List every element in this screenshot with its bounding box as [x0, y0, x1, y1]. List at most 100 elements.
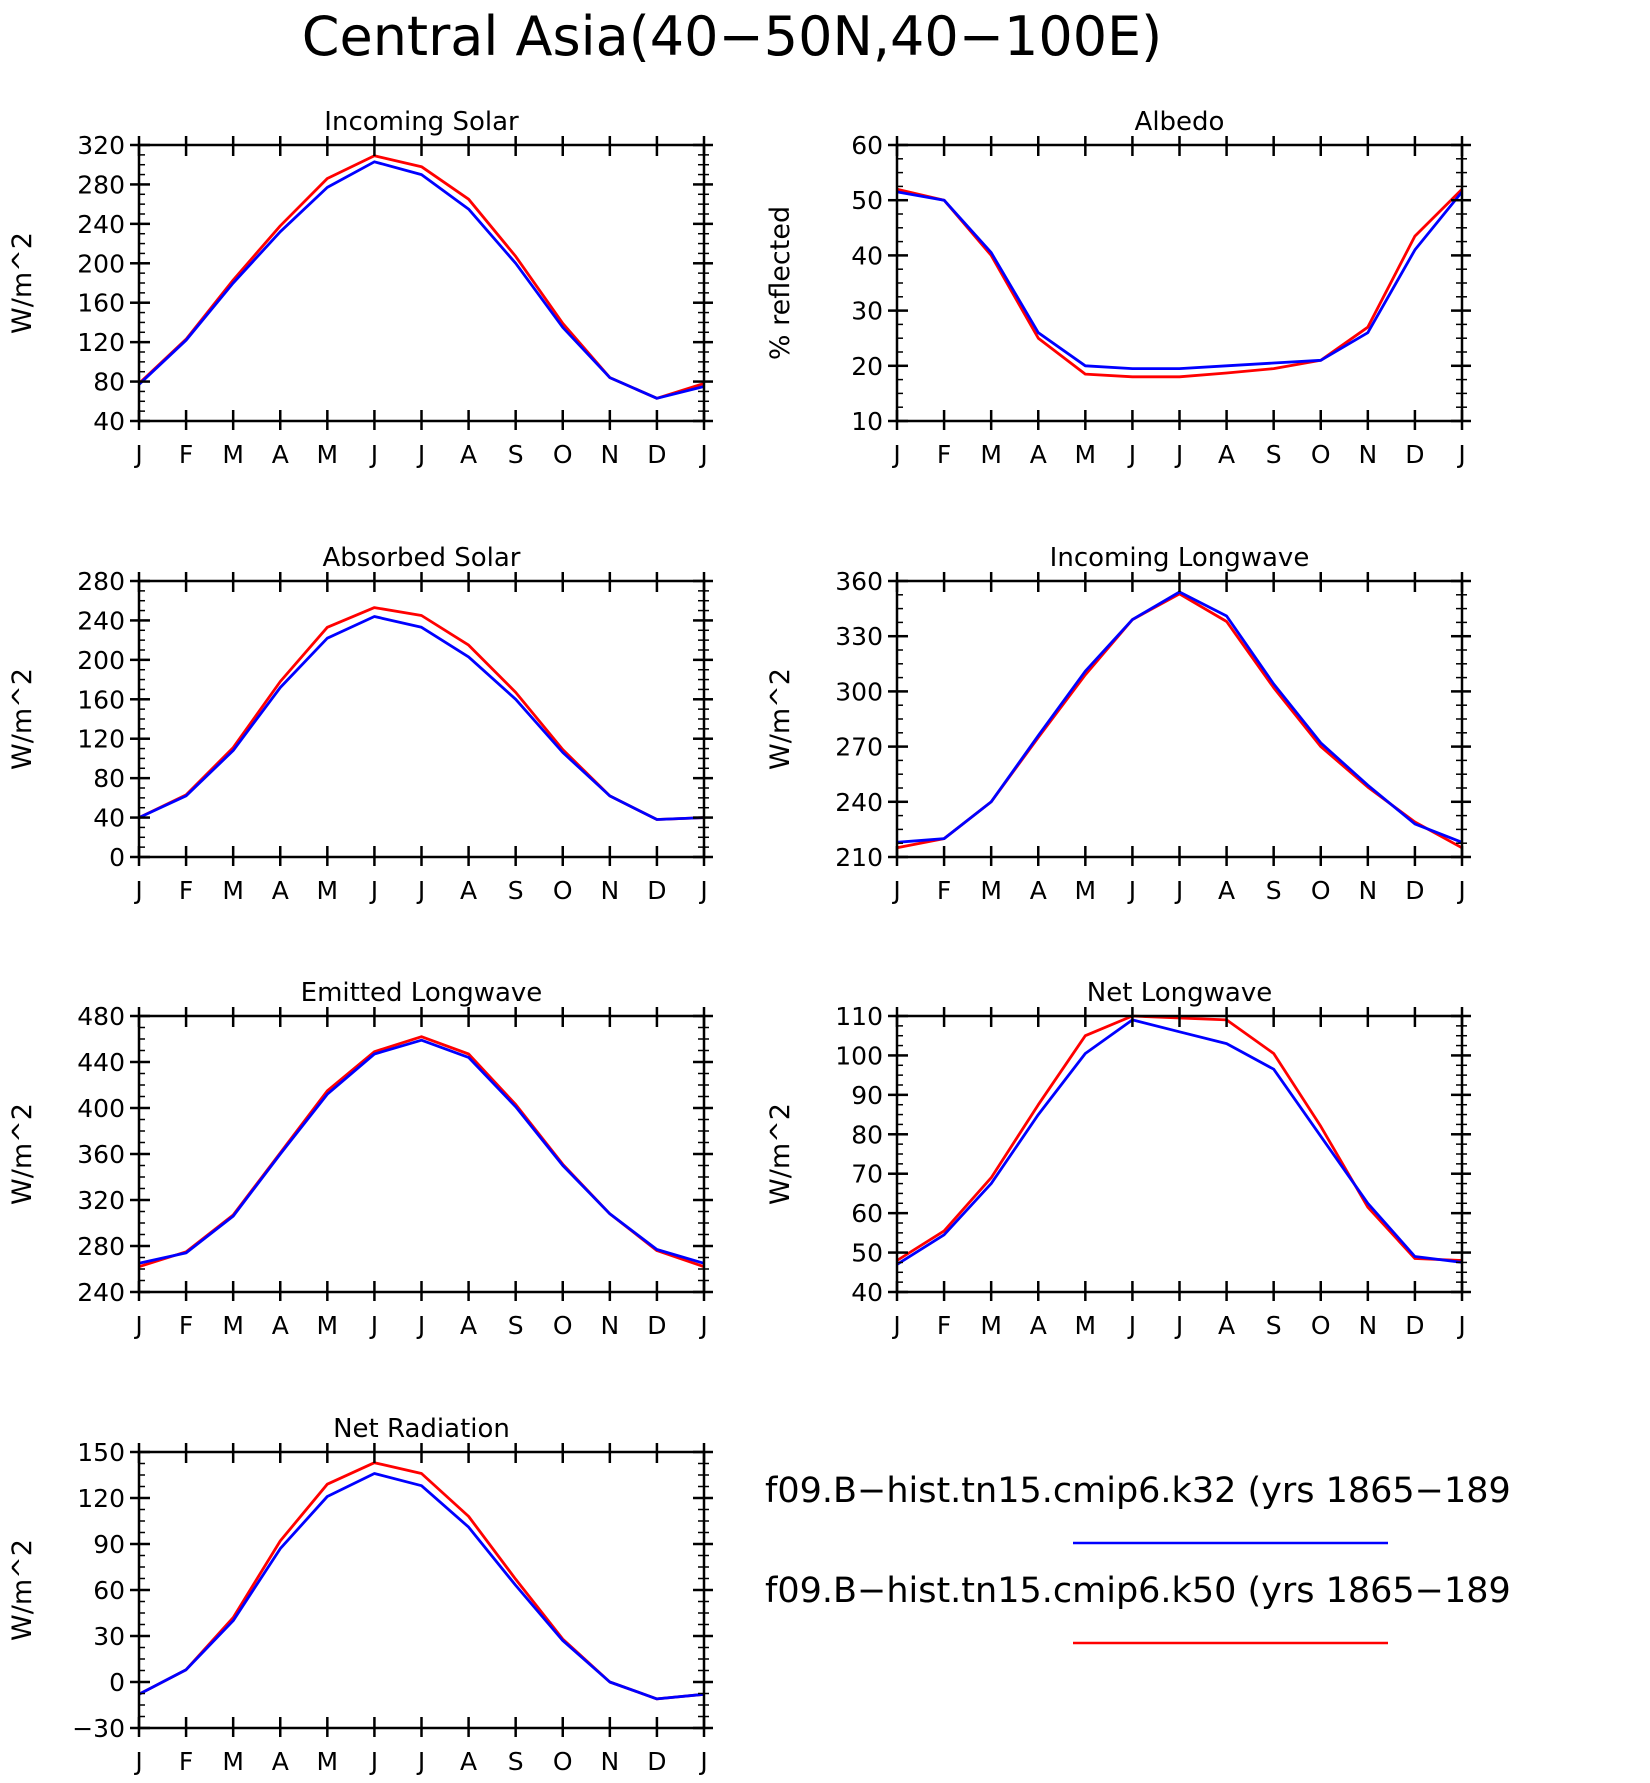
- y-tick-label: 360: [77, 1140, 125, 1169]
- y-axis-label: W/m^2: [7, 1103, 38, 1205]
- y-axis-label: W/m^2: [765, 668, 796, 770]
- panel-title: Net Radiation: [333, 1414, 510, 1444]
- x-tick-label: J: [133, 1311, 142, 1340]
- series-line-k32: [138, 160, 705, 400]
- series-line-k32: [896, 1018, 1463, 1266]
- x-tick-label: D: [1405, 440, 1424, 469]
- x-tick-label: M: [1075, 1311, 1097, 1340]
- x-tick-label: S: [508, 1311, 524, 1340]
- x-tick-label: J: [698, 1747, 707, 1776]
- x-tick-label: J: [1127, 876, 1136, 905]
- x-tick-label: A: [460, 1311, 477, 1340]
- y-tick-label: 240: [77, 1278, 125, 1307]
- panel-title: Net Longwave: [1087, 978, 1272, 1008]
- x-tick-label: F: [937, 1311, 951, 1340]
- x-tick-label: N: [600, 440, 619, 469]
- x-tick-label: M: [317, 440, 339, 469]
- figure-title: Central Asia(40−50N,40−100E): [302, 5, 1162, 68]
- y-tick-label: 70: [851, 1160, 883, 1189]
- y-tick-label: 110: [835, 1002, 883, 1031]
- y-tick-label: 60: [851, 131, 883, 160]
- y-tick-label: 50: [851, 1239, 883, 1268]
- x-tick-label: N: [600, 1311, 619, 1340]
- y-tick-label: 240: [835, 788, 883, 817]
- y-axis-label: W/m^2: [765, 1103, 796, 1205]
- y-tick-label: 330: [835, 622, 883, 651]
- plot-frame: [895, 579, 1464, 859]
- y-tick-label: 280: [77, 170, 125, 199]
- x-tick-label: F: [937, 440, 951, 469]
- x-tick-label: M: [980, 876, 1002, 905]
- x-tick-label: O: [553, 1747, 573, 1776]
- y-tick-label: 10: [851, 407, 883, 436]
- x-tick-label: O: [1311, 440, 1331, 469]
- series-line-k32: [138, 615, 705, 821]
- plot-frame: [137, 579, 706, 859]
- x-tick-label: M: [317, 876, 339, 905]
- x-tick-label: A: [1030, 876, 1047, 905]
- y-axis-label: W/m^2: [7, 1539, 38, 1641]
- series-line-k50: [138, 1035, 705, 1269]
- x-tick-label: O: [1311, 876, 1331, 905]
- x-tick-label: A: [460, 1747, 477, 1776]
- x-tick-label: F: [937, 876, 951, 905]
- x-tick-label: J: [698, 876, 707, 905]
- x-tick-label: M: [222, 1311, 244, 1340]
- x-tick-label: S: [1266, 1311, 1282, 1340]
- y-tick-label: 280: [77, 1232, 125, 1261]
- y-tick-label: 320: [77, 131, 125, 160]
- series-line-k32: [138, 1472, 705, 1701]
- y-axis-label: W/m^2: [7, 668, 38, 770]
- series-line-k32: [138, 1038, 705, 1265]
- x-tick-label: F: [179, 1747, 193, 1776]
- y-tick-label: 30: [93, 1622, 125, 1651]
- x-tick-label: M: [980, 1311, 1002, 1340]
- x-tick-label: O: [553, 876, 573, 905]
- plot-frame: [137, 143, 706, 423]
- x-tick-label: M: [317, 1311, 339, 1340]
- y-tick-label: 200: [77, 646, 125, 675]
- x-tick-label: J: [416, 876, 425, 905]
- y-tick-label: 270: [835, 733, 883, 762]
- y-tick-label: −30: [72, 1714, 125, 1743]
- plot-frame: [895, 1014, 1464, 1294]
- x-tick-label: A: [272, 876, 289, 905]
- x-tick-label: N: [600, 876, 619, 905]
- y-tick-label: 30: [851, 297, 883, 326]
- y-axis-label: W/m^2: [7, 232, 38, 334]
- y-tick-label: 320: [77, 1186, 125, 1215]
- series-line-k50: [138, 606, 705, 821]
- x-tick-label: J: [891, 440, 900, 469]
- panel-title: Emitted Longwave: [301, 978, 543, 1008]
- x-tick-label: A: [1218, 876, 1235, 905]
- x-tick-label: M: [222, 1747, 244, 1776]
- x-tick-label: S: [1266, 440, 1282, 469]
- panel-title: Albedo: [1135, 107, 1225, 137]
- y-tick-label: 50: [851, 186, 883, 215]
- x-tick-label: M: [222, 440, 244, 469]
- x-tick-label: J: [1174, 876, 1183, 905]
- x-tick-label: D: [1405, 876, 1424, 905]
- y-tick-label: 40: [93, 804, 125, 833]
- panel-title: Incoming Longwave: [1050, 543, 1310, 573]
- x-tick-label: J: [369, 440, 378, 469]
- x-tick-label: A: [272, 1311, 289, 1340]
- x-tick-label: A: [272, 1747, 289, 1776]
- x-tick-label: J: [133, 876, 142, 905]
- x-tick-label: J: [1456, 1311, 1465, 1340]
- x-tick-label: J: [891, 876, 900, 905]
- y-tick-label: 160: [77, 289, 125, 318]
- x-tick-label: J: [1456, 876, 1465, 905]
- x-tick-label: A: [1030, 440, 1047, 469]
- x-tick-label: S: [508, 1747, 524, 1776]
- x-tick-label: J: [1174, 440, 1183, 469]
- x-tick-label: D: [647, 440, 666, 469]
- y-tick-label: 150: [77, 1438, 125, 1467]
- x-tick-label: M: [222, 876, 244, 905]
